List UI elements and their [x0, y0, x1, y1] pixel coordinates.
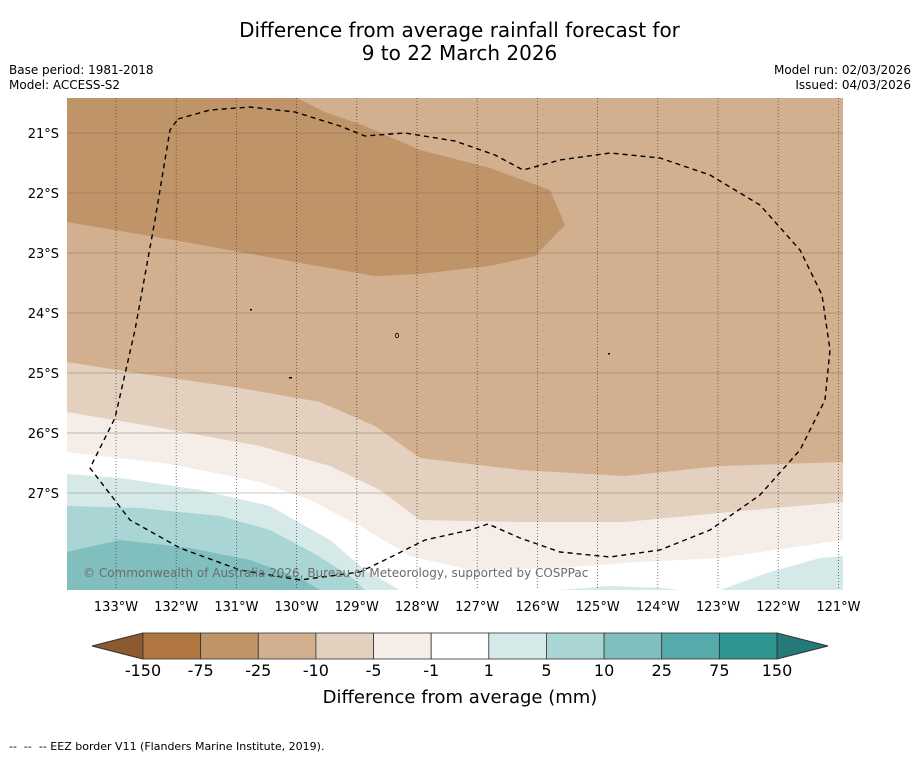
latitude-label: 24°S: [28, 307, 59, 322]
legend-colorbar: -150 -75 -25 -10 -5 -1 1 5 10 25 75 150 Difference …: [91, 632, 829, 708]
legend-tick-label: -5: [366, 661, 382, 680]
legend-tick-label: 5: [541, 661, 551, 680]
legend-swatch: [200, 632, 259, 660]
longitude-label: 127°W: [455, 600, 499, 615]
copyright-text: © Commonwealth of Australia 2026, Bureau…: [83, 566, 588, 580]
legend-arrow-low: [91, 632, 144, 660]
legend-tick-label: 150: [762, 661, 793, 680]
band-pos10-pos25: [67, 540, 320, 590]
model-run-label: Model run: 02/03/2026: [773, 63, 911, 77]
legend-tick-label: -25: [245, 661, 271, 680]
island-markers: [250, 309, 610, 379]
longitude-label: 130°W: [275, 600, 319, 615]
band-neg75-neg25: [67, 98, 565, 276]
latitude-label: 27°S: [28, 487, 59, 502]
latitude-label: 25°S: [28, 367, 59, 382]
title-line-2: 9 to 22 March 2026: [361, 41, 558, 65]
latitude-label: 22°S: [28, 187, 59, 202]
longitude-label: 132°W: [154, 600, 198, 615]
legend-tick-label: 10: [594, 661, 614, 680]
longitude-label: 126°W: [515, 600, 559, 615]
legend-tick-label: -1: [423, 661, 439, 680]
graticule: [67, 98, 843, 590]
longitude-label: 131°W: [214, 600, 258, 615]
legend-tick-label: -75: [188, 661, 214, 680]
legend-tick-label: -10: [303, 661, 329, 680]
eez-footnote: -- -- -- EEZ border V11 (Flanders Marine…: [9, 740, 325, 753]
chart-title: Difference from average rainfall forecas…: [0, 19, 919, 65]
latitude-label: 26°S: [28, 427, 59, 442]
legend-swatch: [661, 632, 720, 660]
title-line-1: Difference from average rainfall forecas…: [239, 18, 680, 42]
legend-swatch: [315, 632, 374, 660]
legend-arrow-high: [776, 632, 829, 660]
latitude-label: 21°S: [28, 127, 59, 142]
band-pos1-pos5-southeast: [720, 556, 843, 590]
longitude-labels: 133°W 132°W 131°W 130°W 129°W 128°W 127°W 126°W…: [94, 600, 861, 615]
base-period-label: Base period: 1981-2018: [9, 63, 154, 77]
legend-swatch: [142, 632, 202, 660]
latitude-labels: 21°S 22°S 23°S 24°S 25°S 26°S 27°S: [28, 127, 59, 502]
latitude-label: 23°S: [28, 247, 59, 262]
legend-tick-label: 1: [484, 661, 494, 680]
legend-title: Difference from average (mm): [323, 687, 598, 708]
longitude-label: 123°W: [696, 600, 740, 615]
longitude-label: 124°W: [636, 600, 680, 615]
legend-swatch: [488, 632, 547, 660]
legend-swatch: [430, 632, 490, 660]
model-label: Model: ACCESS-S2: [9, 78, 121, 92]
legend-tick-label: 75: [709, 661, 729, 680]
rainfall-anomaly-field: [67, 98, 843, 590]
band-pos1-pos5-sliver: [560, 586, 680, 590]
legend-tick-label: 25: [652, 661, 672, 680]
legend-swatch: [603, 632, 663, 660]
legend-swatch: [257, 632, 317, 660]
meta-right: Model run: 02/03/2026 Issued: 04/03/2026: [774, 63, 911, 93]
eez-border: [89, 106, 831, 581]
legend-swatch: [718, 632, 778, 660]
legend-swatch: [373, 632, 432, 660]
legend-tick-label: -150: [125, 661, 161, 680]
longitude-label: 128°W: [395, 600, 439, 615]
longitude-label: 133°W: [94, 600, 138, 615]
meta-left: Base period: 1981-2018 Model: ACCESS-S2: [9, 63, 154, 93]
longitude-label: 121°W: [816, 600, 860, 615]
longitude-label: 125°W: [576, 600, 620, 615]
longitude-label: 129°W: [335, 600, 379, 615]
issued-label: Issued: 04/03/2026: [795, 78, 911, 92]
legend-swatch: [546, 632, 605, 660]
longitude-label: 122°W: [756, 600, 800, 615]
